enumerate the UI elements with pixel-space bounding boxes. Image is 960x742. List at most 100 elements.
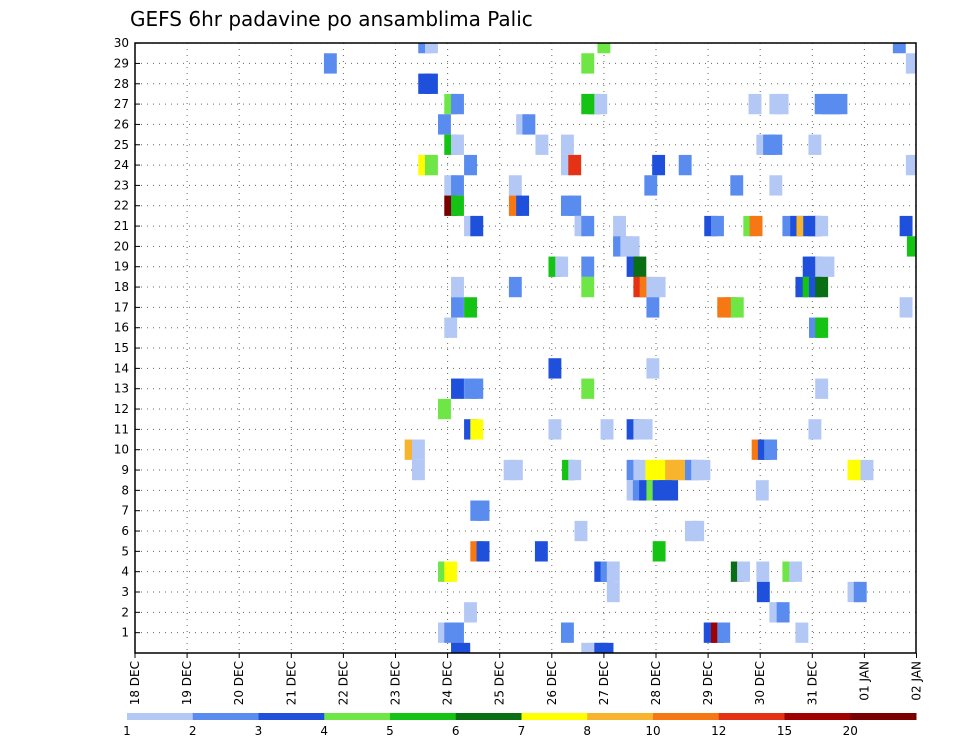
heatmap-cell [508,175,522,196]
heatmap-cell [697,459,711,481]
colorbar-segment [587,713,654,720]
heatmap-cell [425,154,438,176]
heatmap-cell [581,276,595,298]
y-tick-label: 30 [114,36,129,50]
heatmap-cell [652,541,666,562]
heatmap-cell [730,175,744,196]
y-tick-label: 3 [121,585,129,599]
heatmap-cell [568,195,582,216]
colorbar-label: 15 [777,724,792,738]
heatmap-cell [470,215,484,237]
y-tick-label: 7 [121,504,129,518]
heatmap-cell [639,419,653,440]
heatmap-cell [775,93,789,115]
heatmap-cell [438,114,451,135]
heatmap-cell [560,134,574,155]
heatmap-cell [769,134,783,155]
y-tick-label: 22 [114,199,129,213]
heatmap-cell [737,561,750,582]
heatmap-cell [606,581,620,603]
y-tick-label: 13 [114,382,129,396]
x-tick-label: 02 JAN [910,661,924,701]
heatmap-cell [860,459,874,481]
x-tick-label: 22 DEC [336,661,350,705]
heatmap-cell [451,93,464,115]
colorbar-label: 6 [452,724,460,738]
heatmap-cell [633,459,647,481]
heatmap-cell [764,439,778,460]
heatmap-cell [821,256,835,277]
y-tick-label: 19 [114,260,129,274]
heatmap-cell [626,236,640,257]
heatmap-cell [808,419,822,440]
heatmap-cell [411,459,425,481]
heatmap-cell [756,581,770,603]
heatmap-cell [652,276,666,298]
y-tick-label: 28 [114,77,129,91]
colorbar-label: 20 [843,724,858,738]
y-tick-label: 26 [114,117,129,131]
colorbar-label: 2 [189,724,197,738]
heatmap-cell [808,134,822,155]
heatmap-cell [581,53,595,74]
y-tick-label: 4 [121,565,129,579]
heatmap-cell [581,256,595,277]
heatmap-cell [748,93,762,115]
heatmap-cell [597,43,611,54]
heatmap-cell [815,378,829,399]
x-tick-label: 21 DEC [284,661,298,705]
y-tick-label: 16 [114,321,129,335]
y-tick-label: 12 [114,402,129,416]
heatmap-cell [451,622,464,643]
heatmap-cell [600,642,614,653]
x-tick-label: 23 DEC [389,661,403,705]
colorbar-segment [192,713,259,720]
colorbar-legend: 1 2 3 4 5 6 7 8 10 12 15 20 [123,713,917,738]
heatmap-cell [560,622,574,643]
heatmap-cell [464,297,477,318]
x-tick-label: 25 DEC [493,661,507,705]
colorbar-segment [718,713,785,720]
heatmap-cell [905,154,916,176]
x-tick-label: 24 DEC [441,661,455,705]
heatmap-cell [444,317,458,338]
heatmap-cell [444,561,458,582]
y-tick-label: 6 [121,524,129,538]
y-tick-label: 25 [114,138,129,152]
heatmap-cell [555,256,569,277]
heatmap-cell [652,154,666,176]
y-tick-label: 14 [114,361,129,375]
heatmap-cell [834,93,848,115]
x-tick-label: 26 DEC [545,661,559,705]
heatmap-cell [451,134,464,155]
heatmap-cell [534,541,548,562]
heatmap-cells [323,43,916,653]
y-tick-label: 11 [114,422,129,436]
heatmap-cell [438,398,451,420]
y-tick-label: 29 [114,56,129,70]
heatmap-cell [815,276,829,298]
heatmap-cell [795,622,809,643]
heatmap-cell [451,378,464,399]
y-tick-label: 20 [114,239,129,253]
colorbar-label: 1 [123,724,131,738]
y-tick-label: 9 [121,463,129,477]
colorbar-label: 8 [583,724,591,738]
colorbar-label: 7 [518,724,526,738]
heatmap-cell [451,297,464,318]
heatmap-cell [581,378,595,399]
heatmap-cell [755,480,769,501]
heatmap-cell [451,276,464,298]
heatmap-cell [644,175,658,196]
x-tick-label: 31 DEC [805,661,819,705]
y-tick-label: 10 [114,443,129,457]
x-tick-label: 18 DEC [128,661,142,705]
heatmap-cell [776,602,790,623]
heatmap-cell [789,561,803,582]
colorbar-segment [784,713,851,720]
heatmap-cell [815,317,829,338]
y-tick-label: 2 [121,605,129,619]
colorbar-label: 5 [386,724,394,738]
heatmap-cell [476,541,490,562]
colorbar-segment [258,713,325,720]
